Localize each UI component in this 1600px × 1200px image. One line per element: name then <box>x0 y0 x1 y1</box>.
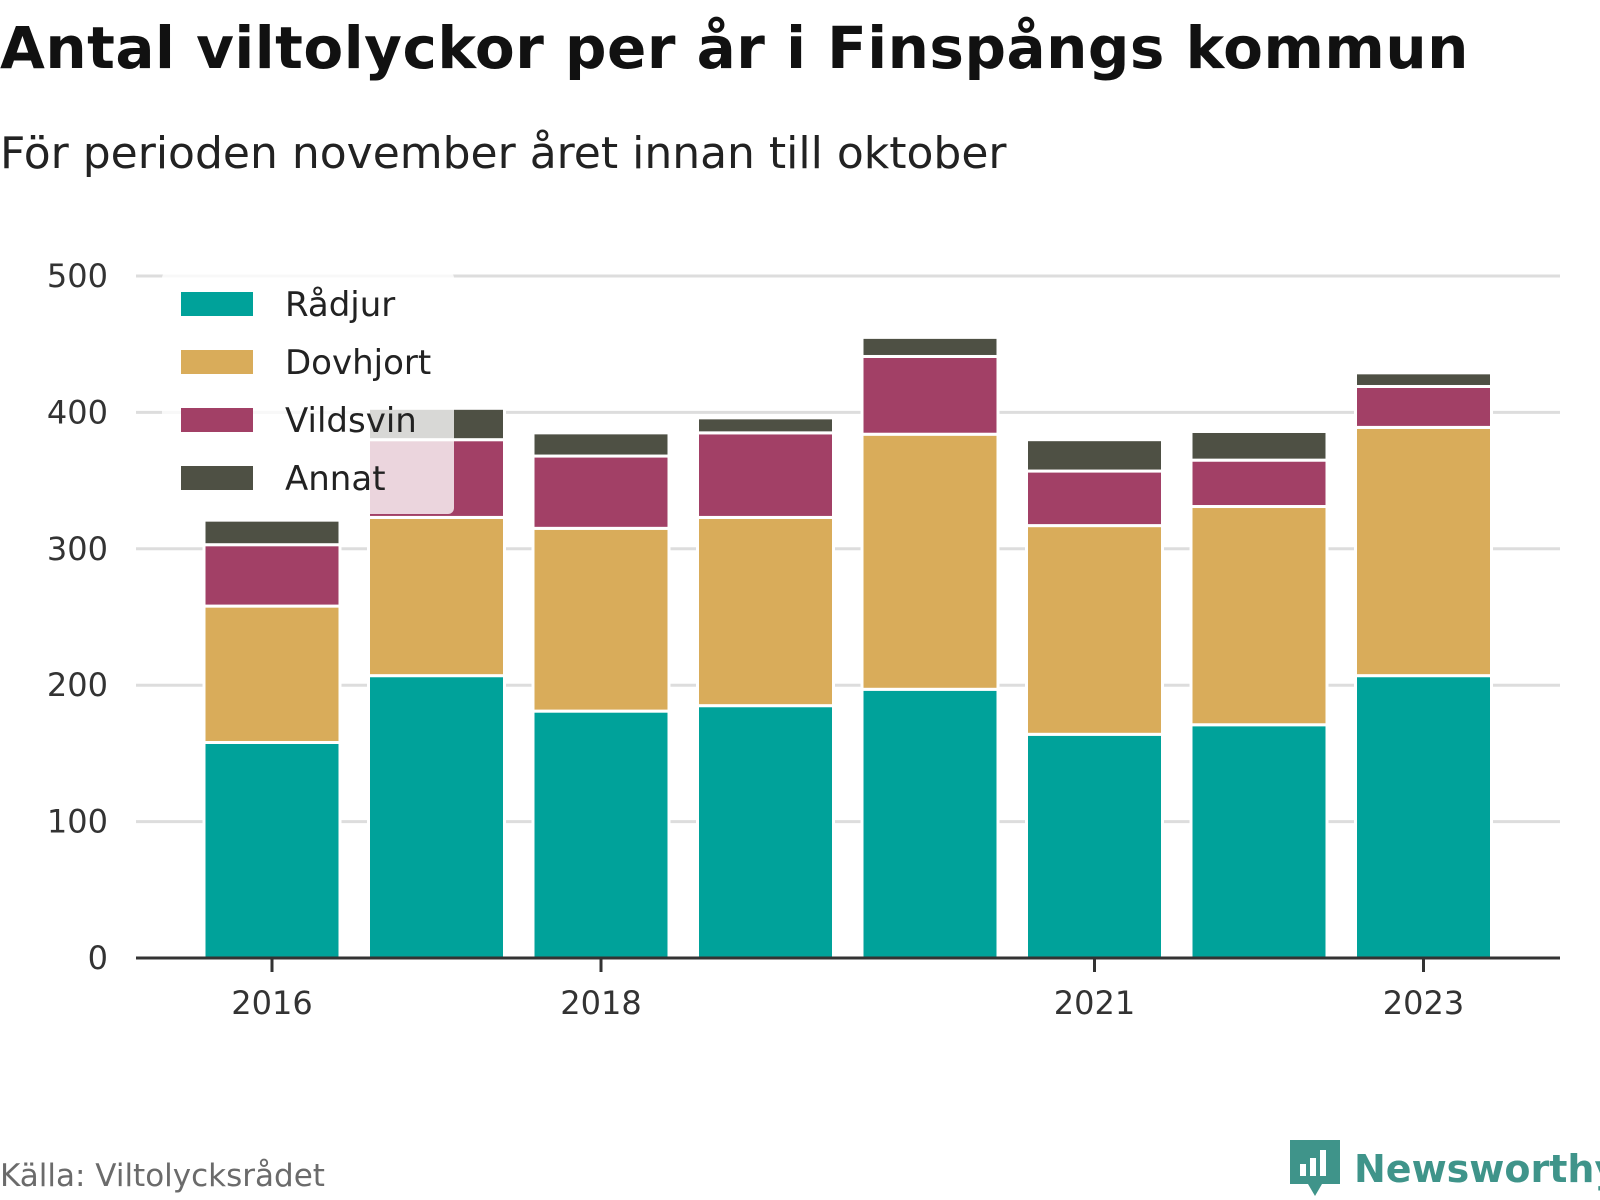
bar-2018-dovhjort <box>531 526 671 713</box>
legend-swatch-dovhjort <box>181 350 253 374</box>
x-tick-label: 2021 <box>1054 984 1135 1022</box>
legend-label-dovhjort: Dovhjort <box>285 343 431 383</box>
bar-2016-dovhjort <box>202 604 342 744</box>
bar-2021-rådjur <box>1025 732 1164 960</box>
bar-2020-rådjur <box>860 687 1000 960</box>
y-tick-label: 300 <box>47 530 108 568</box>
bar-2017-rådjur <box>367 674 506 960</box>
y-tick-label: 100 <box>47 803 108 841</box>
chart-subtitle: För perioden november året innan till ok… <box>0 128 1007 179</box>
legend-label-annat: Annat <box>285 459 386 499</box>
source-note: Källa: Viltolycksrådet <box>0 1158 325 1194</box>
y-tick-label: 500 <box>47 257 108 295</box>
chart-title: Antal viltolyckor per år i Finspångs kom… <box>0 14 1469 82</box>
bar-2020-vildsvin <box>860 354 1000 436</box>
legend-swatch-vildsvin <box>181 408 253 432</box>
bar-2022-annat <box>1189 429 1329 462</box>
legend-background <box>162 272 454 514</box>
x-tick-label: 2018 <box>560 984 641 1022</box>
legend-swatch-rådjur <box>181 292 253 316</box>
legend: Rådjur Dovhjort Vildsvin Annat <box>162 272 454 514</box>
bar-2019-annat <box>696 416 835 435</box>
bar-2018-vildsvin <box>531 454 671 530</box>
bar-2016-vildsvin <box>202 543 342 608</box>
bar-2021-dovhjort <box>1025 524 1164 736</box>
x-tick-label: 2023 <box>1383 984 1464 1022</box>
bar-2019-rådjur <box>696 704 835 960</box>
bar-2023-rådjur <box>1354 674 1493 960</box>
legend-label-rådjur: Rådjur <box>285 285 395 325</box>
bar-2023-annat <box>1354 371 1493 388</box>
x-tick-label: 2016 <box>231 984 312 1022</box>
bar-2023-vildsvin <box>1354 384 1493 429</box>
legend-label-vildsvin: Vildsvin <box>285 401 417 441</box>
y-tick-label: 0 <box>88 939 108 977</box>
bar-2019-dovhjort <box>696 515 835 708</box>
bar-2022-dovhjort <box>1189 505 1329 727</box>
y-tick-label: 400 <box>47 393 108 431</box>
bar-2020-dovhjort <box>860 432 1000 691</box>
y-axis-ticks: 0 100 200 300 400 500 <box>47 257 108 977</box>
y-tick-label: 200 <box>47 666 108 704</box>
bar-2021-annat <box>1025 438 1164 473</box>
bar-2023-dovhjort <box>1354 425 1493 678</box>
brand-logo: Newsworthy <box>1290 1140 1600 1198</box>
bar-2016-annat <box>202 518 342 547</box>
bar-chart-icon <box>1290 1140 1340 1196</box>
bar-2022-vildsvin <box>1189 458 1329 509</box>
legend-swatch-annat <box>181 466 253 490</box>
bar-2018-annat <box>531 431 671 458</box>
bar-2020-annat <box>860 335 1000 358</box>
bar-2021-vildsvin <box>1025 469 1164 528</box>
bar-2022-rådjur <box>1189 723 1329 960</box>
bar-2019-vildsvin <box>696 431 835 519</box>
bar-2018-rådjur <box>531 709 671 960</box>
x-axis: 2016 2018 2021 2023 <box>136 956 1560 1022</box>
brand-name: Newsworthy <box>1354 1147 1600 1191</box>
bar-2016-rådjur <box>202 740 342 960</box>
bar-2017-dovhjort <box>367 515 506 678</box>
